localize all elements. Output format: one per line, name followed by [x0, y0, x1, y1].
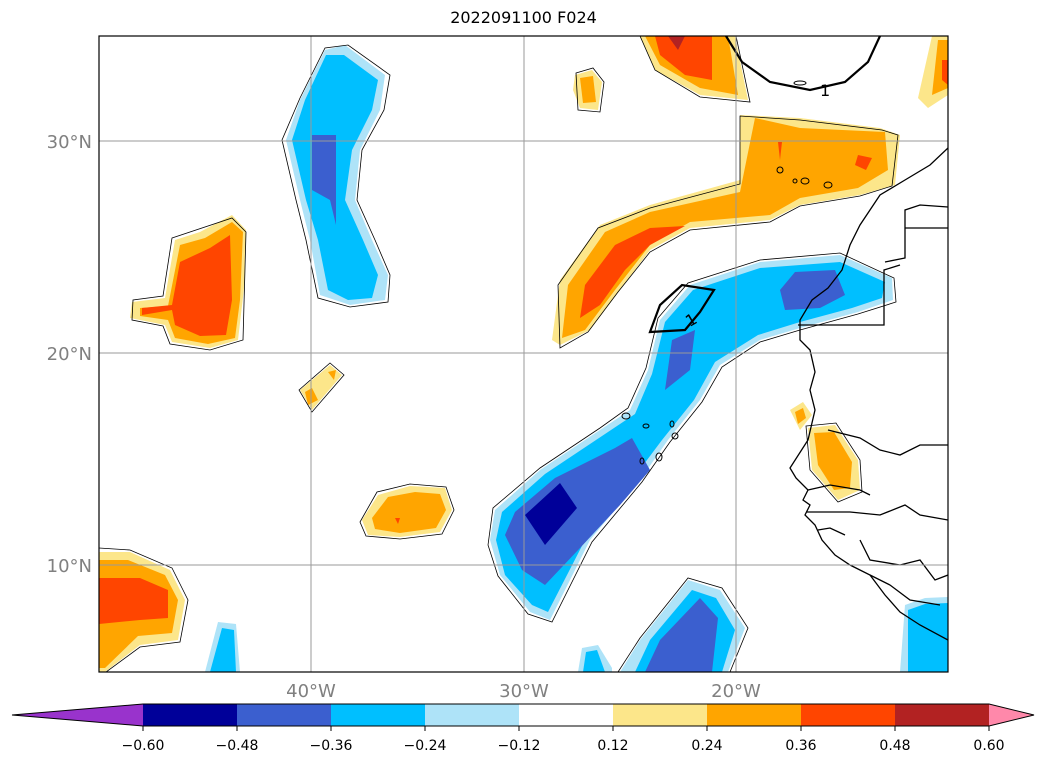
colorbar-tick-label: −0.48 — [216, 738, 259, 754]
colorbar-extend-max — [989, 704, 1034, 726]
colorbar-tick-label: 0.12 — [597, 738, 628, 754]
colorbar: −0.60 −0.48 −0.36 −0.24 −0.12 0.12 0.24 0.36 0.4… — [11, 703, 1035, 754]
lat-label-30n: 30°N — [47, 132, 92, 153]
contour-label-1: 1 — [820, 81, 830, 100]
zero-contours — [99, 36, 899, 672]
lon-label-40w: 40°W — [286, 681, 336, 702]
colorbar-tick-label: −0.24 — [404, 738, 447, 754]
lon-label-30w: 30°W — [499, 681, 549, 702]
colorbar-tick-label: −0.36 — [310, 738, 353, 754]
colorbar-segment — [895, 704, 990, 726]
colorbar-segment — [801, 704, 896, 726]
colorbar-extend-min — [12, 704, 143, 726]
contour-one — [648, 36, 881, 334]
colorbar-tick-label: 0.60 — [973, 738, 1004, 754]
colorbar-segment — [425, 704, 520, 726]
map-frame — [98, 35, 949, 673]
colorbar-tick-label: 0.36 — [785, 738, 816, 754]
lat-label-20n: 20°N — [47, 344, 92, 365]
colorbar-segment — [237, 704, 332, 726]
colorbar-tick-label: −0.12 — [498, 738, 541, 754]
colorbar-tick-label: 0.24 — [691, 738, 722, 754]
gridlines — [99, 36, 948, 672]
colorbar-segment — [331, 704, 426, 726]
colorbar-segment — [707, 704, 802, 726]
lon-label-20w: 20°W — [711, 681, 761, 702]
colorbar-tick-label: 0.48 — [879, 738, 910, 754]
shaded-field — [99, 36, 948, 672]
colorbar-tick-label: −0.60 — [122, 738, 165, 754]
lat-label-10n: 10°N — [47, 556, 92, 577]
colorbar-segment — [143, 704, 238, 726]
map-title: 2022091100 F024 — [450, 8, 597, 27]
small-contours — [621, 80, 833, 465]
colorbar-segment — [613, 704, 708, 726]
colorbar-segment — [519, 704, 614, 726]
